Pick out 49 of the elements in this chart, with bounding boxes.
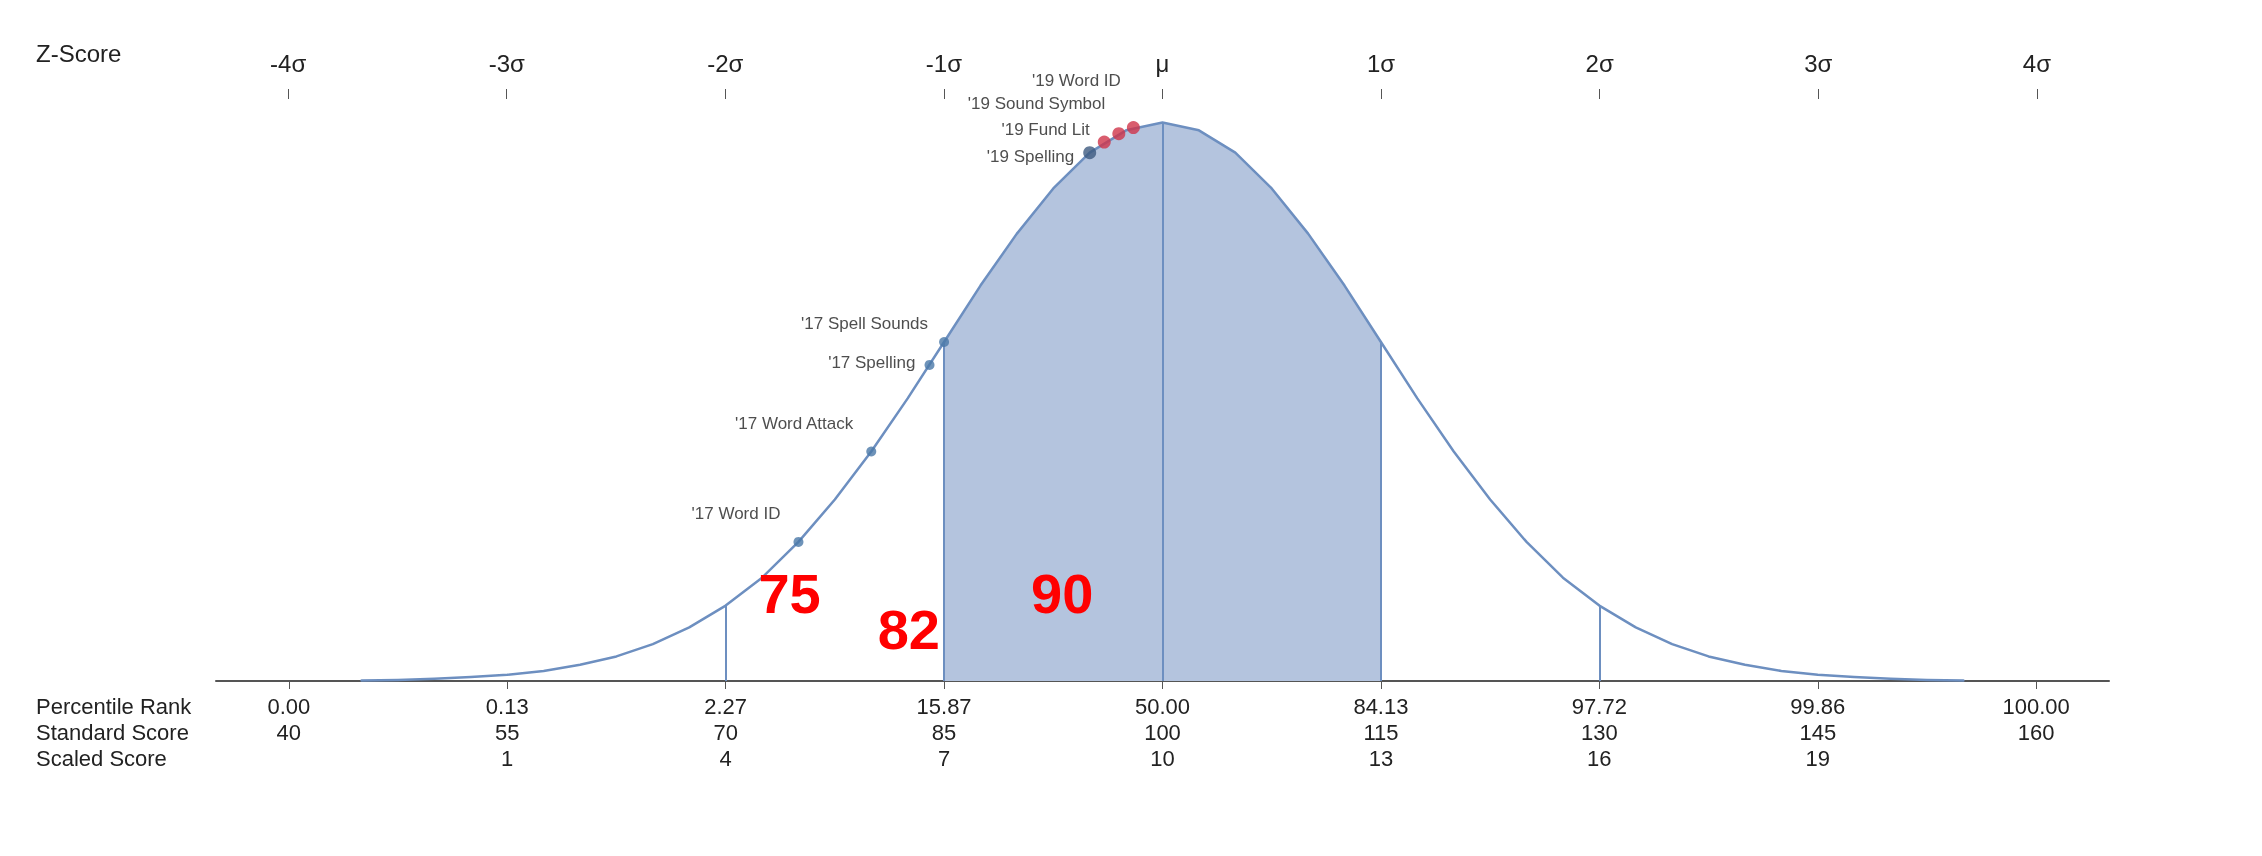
x2-tick-label: -4σ — [270, 49, 307, 77]
x2-tick-label: 4σ — [2022, 49, 2052, 77]
series-label: '17 Spelling — [828, 353, 916, 373]
annotation: 75 — [758, 562, 821, 626]
series-label: '19 Sound Symbol — [967, 94, 1106, 114]
text: 16 — [1587, 745, 1612, 771]
x-tick-label: 55 — [494, 719, 520, 745]
x-axis-title: Standard Score — [36, 719, 189, 745]
x2-tick-label: 3σ — [1804, 49, 1833, 77]
x2-tick-label: -3σ — [488, 49, 525, 77]
series-label: '19 Word ID — [1031, 71, 1121, 91]
x-tick-label: 85 — [931, 719, 957, 745]
text: 97.72 — [1571, 693, 1627, 719]
x2-axis-title: Z-Score — [36, 39, 122, 67]
x-tick-label: 160 — [2017, 719, 2055, 745]
text: 7 — [937, 745, 951, 771]
text: 0.00 — [267, 693, 311, 719]
text: 0.13 — [485, 693, 529, 719]
series-label: '17 Spell Sounds — [801, 314, 929, 334]
series-label: '19 Spelling — [986, 147, 1075, 167]
text: 4 — [719, 745, 732, 771]
x2-tick-label: 1σ — [1367, 49, 1396, 77]
x2-tick-label: -2σ — [707, 49, 744, 77]
annotation: 90 — [1031, 562, 1094, 626]
text: 100.00 — [2002, 693, 2070, 719]
x2-tick-label: μ — [1155, 49, 1170, 77]
x-tick-label: 115 — [1363, 719, 1399, 745]
text: 10 — [1150, 745, 1175, 771]
text: 50.00 — [1134, 693, 1191, 719]
x2-tick-label: -1σ — [925, 49, 963, 77]
text: Percentile Rank — [36, 693, 193, 719]
series-label: '19 Fund Lit — [1001, 119, 1091, 139]
series-label: '17 Word ID — [691, 504, 781, 524]
text: 19 — [1805, 745, 1831, 771]
x-tick-label: 130 — [1580, 719, 1618, 745]
text: Scaled Score — [36, 745, 167, 771]
x-tick-label: 70 — [713, 719, 738, 745]
annotation: 82 — [877, 597, 940, 661]
text: 2.27 — [704, 693, 748, 719]
text: 13 — [1368, 745, 1394, 771]
x-tick-label: 40 — [276, 719, 302, 745]
x2-tick-label: 2σ — [1585, 49, 1614, 77]
text: 84.13 — [1353, 693, 1409, 719]
text: 99.86 — [1790, 693, 1846, 719]
x-tick-label: 145 — [1799, 719, 1837, 745]
text: 1 — [501, 745, 514, 771]
x-tick-label: 100 — [1144, 719, 1181, 745]
text: 15.87 — [916, 693, 972, 719]
series-label: '17 Word Attack — [735, 413, 854, 433]
